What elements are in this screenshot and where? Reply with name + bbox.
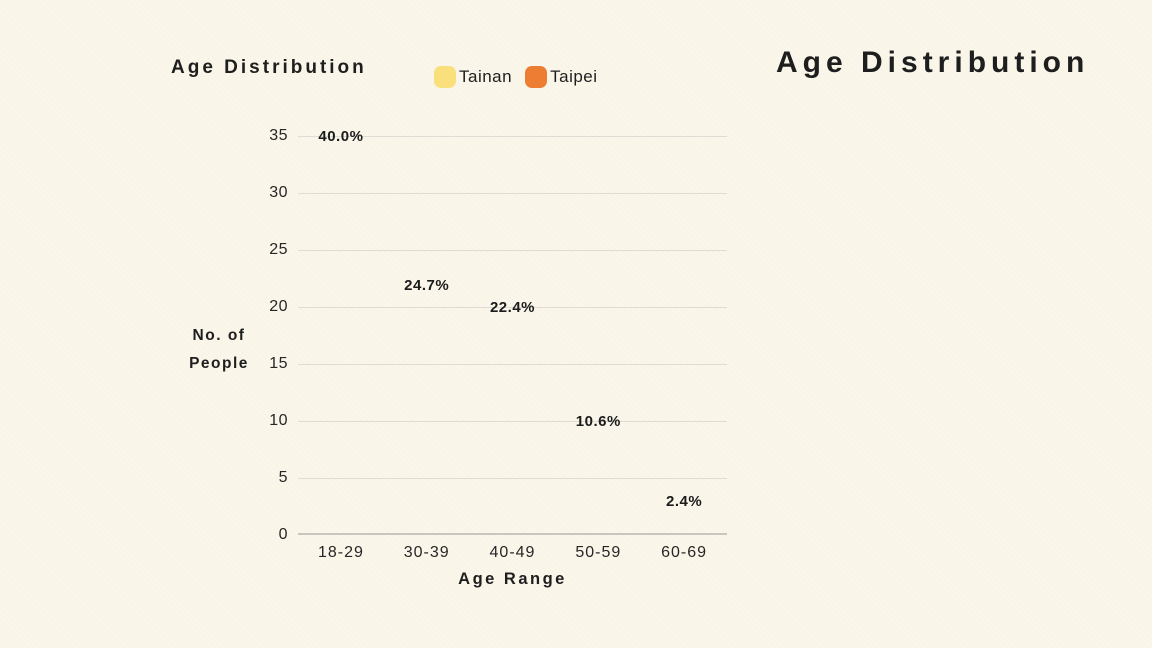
y-tick-label: 25 [269,241,288,258]
legend: Tainan Taipei [434,66,598,88]
x-axis-line [298,533,727,535]
y-tick-label: 0 [278,526,288,543]
y-axis-title-line-1: No. of [192,327,246,344]
legend-swatch-icon [434,66,456,88]
legend-swatch-icon [525,66,548,88]
legend-label: Tainan [459,67,513,86]
gridline [298,306,727,308]
x-tick-label: 18-29 [317,544,364,561]
gridline [298,249,727,251]
y-tick-label: 5 [278,469,288,486]
legend-item-tainan: Tainan [434,66,512,88]
y-tick-label: 10 [269,412,288,429]
y-tick-label: 30 [269,184,288,201]
x-tick-label: 50-59 [575,544,622,561]
bar-value-label: 22.4% [489,299,536,317]
y-tick-label: 20 [269,298,288,315]
y-tick-label: 35 [269,127,288,144]
x-tick-label: 40-49 [489,544,536,561]
y-axis-ticks: 0 5 10 15 20 25 30 35 [230,127,288,543]
gridline [298,363,727,365]
x-axis-title: Age Range [458,570,567,588]
gridline [298,135,727,137]
gridline [298,192,727,194]
legend-label: Taipei [550,67,598,86]
chart-title: Age Distribution [171,57,367,78]
bar-value-label: 40.0% [318,128,364,146]
y-axis-title-line-2: People [189,355,249,372]
gridline [298,420,727,422]
page-title: Age Distribution [776,46,1090,79]
bar-value-label: 24.7% [404,276,450,294]
x-tick-label: 60-69 [661,544,708,561]
plot-area: 40.0% 24.7% 22.4% 10.6% 2.4% [298,128,727,535]
legend-item-taipei: Taipei [525,66,597,88]
y-axis-title: No. of People [166,322,272,378]
x-axis-ticks: 18-29 30-39 40-49 50-59 60-69 [298,542,727,564]
bar-value-label: 2.4% [665,493,703,511]
x-tick-label: 30-39 [403,544,450,561]
bar-value-label: 10.6% [575,413,621,431]
gridline [298,477,727,479]
y-tick-label: 15 [269,355,288,372]
